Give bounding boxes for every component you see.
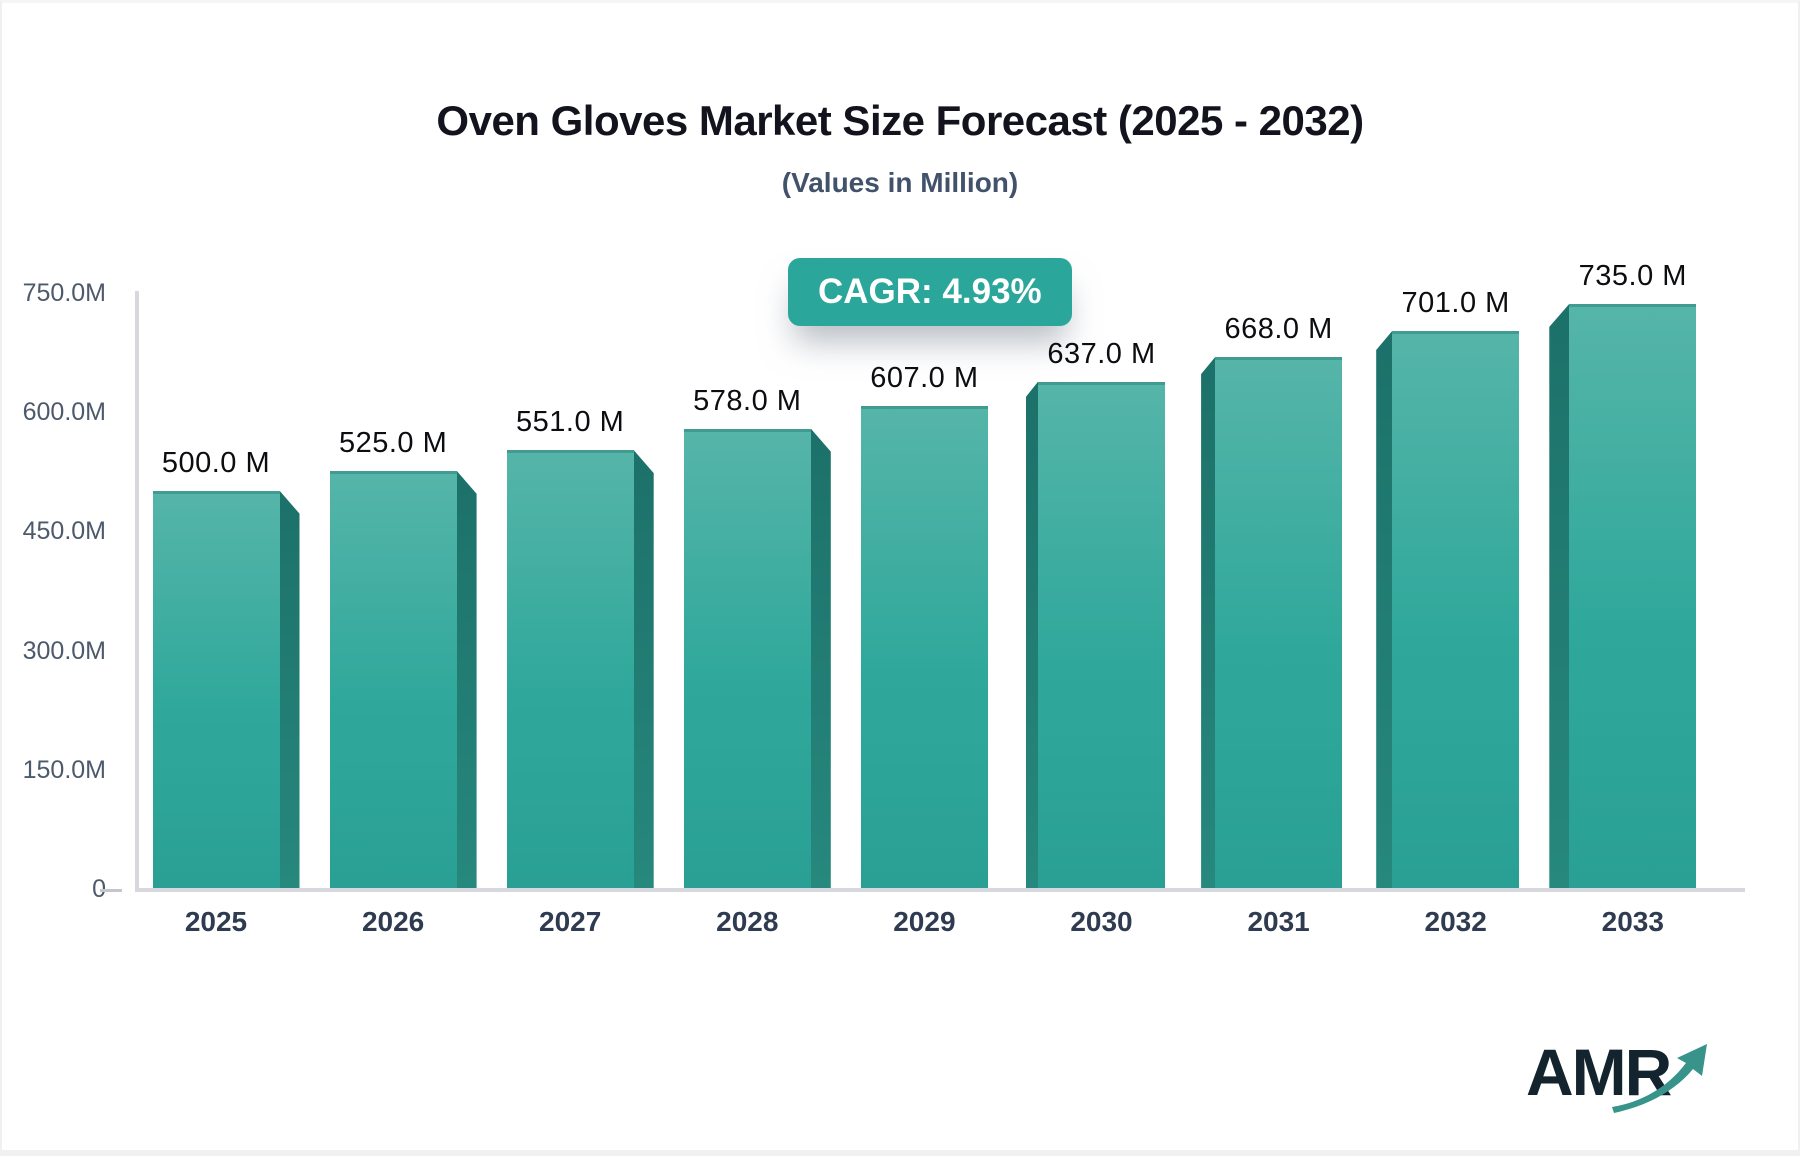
bar-side-face	[810, 428, 831, 888]
y-axis-tick-label: 750.0M	[22, 279, 106, 307]
bar-value-label: 668.0 M	[1224, 313, 1333, 346]
bar-2026[interactable]	[329, 470, 457, 888]
x-axis-category-label: 2031	[1247, 906, 1310, 937]
growth-arrow-icon	[1612, 1044, 1707, 1113]
bar-value-label: 735.0 M	[1578, 259, 1687, 292]
y-axis-tick-label: 0	[2, 876, 106, 902]
zero-tick-dash	[100, 888, 122, 892]
bar-value-label: 637.0 M	[1047, 337, 1156, 370]
bar-value-label: 701.0 M	[1401, 286, 1510, 319]
bar-2027[interactable]	[506, 450, 634, 888]
amr-logo-text: AMR	[1526, 1035, 1672, 1109]
bar-2033[interactable]	[1569, 303, 1697, 888]
x-axis-category-label: 2025	[184, 906, 248, 937]
x-axis-category-label: 2033	[1601, 906, 1664, 937]
bar-value-label: 551.0 M	[516, 406, 625, 439]
bar-value-label: 607.0 M	[870, 361, 979, 394]
bar-2025[interactable]	[152, 490, 280, 888]
bar-2032[interactable]	[1392, 330, 1520, 888]
bar-value-label: 578.0 M	[693, 384, 802, 417]
x-axis-category-label: 2030	[1070, 906, 1133, 937]
bar-2029[interactable]	[860, 405, 988, 888]
bar-side-face	[1026, 381, 1038, 888]
bar-chart-plot-area: 0 150.0M 300.0M 450.0M 600.0M 750.0M 500.0 M 20…	[2, 3, 1798, 1150]
bar-side-face	[1549, 303, 1570, 888]
bar-2031[interactable]	[1215, 357, 1343, 888]
x-axis-category-label: 2032	[1424, 906, 1487, 937]
bar-side-face	[1201, 357, 1216, 888]
bar-2028[interactable]	[683, 428, 811, 888]
amr-logo: AMR	[1526, 1039, 1736, 1129]
bar-side-face	[456, 470, 477, 888]
y-axis-tick-label: 600.0M	[22, 398, 106, 427]
x-axis-line	[135, 888, 1745, 892]
x-axis-category-label: 2027	[539, 906, 602, 937]
bar-side-face	[633, 450, 654, 888]
bar-side-face	[1376, 330, 1393, 888]
x-axis-category-label: 2026	[361, 906, 425, 937]
cagr-badge: CAGR: 4.93%	[788, 258, 1072, 326]
y-axis-tick-label: 300.0M	[22, 636, 106, 665]
x-axis-category-label: 2028	[716, 906, 779, 937]
bar-side-face	[279, 490, 300, 888]
chart-title: Oven Gloves Market Size Forecast (2025 -…	[436, 97, 1364, 144]
bar-2030[interactable]	[1038, 381, 1165, 888]
y-axis-tick-label: 150.0M	[22, 755, 106, 784]
y-axis-line	[135, 291, 139, 892]
chart-subtitle: (Values in Million)	[781, 167, 1019, 198]
bar-value-label: 500.0 M	[161, 446, 271, 479]
bar-value-label: 525.0 M	[338, 426, 448, 459]
y-axis-tick-label: 450.0M	[22, 517, 106, 546]
x-axis-category-label: 2029	[893, 906, 956, 937]
